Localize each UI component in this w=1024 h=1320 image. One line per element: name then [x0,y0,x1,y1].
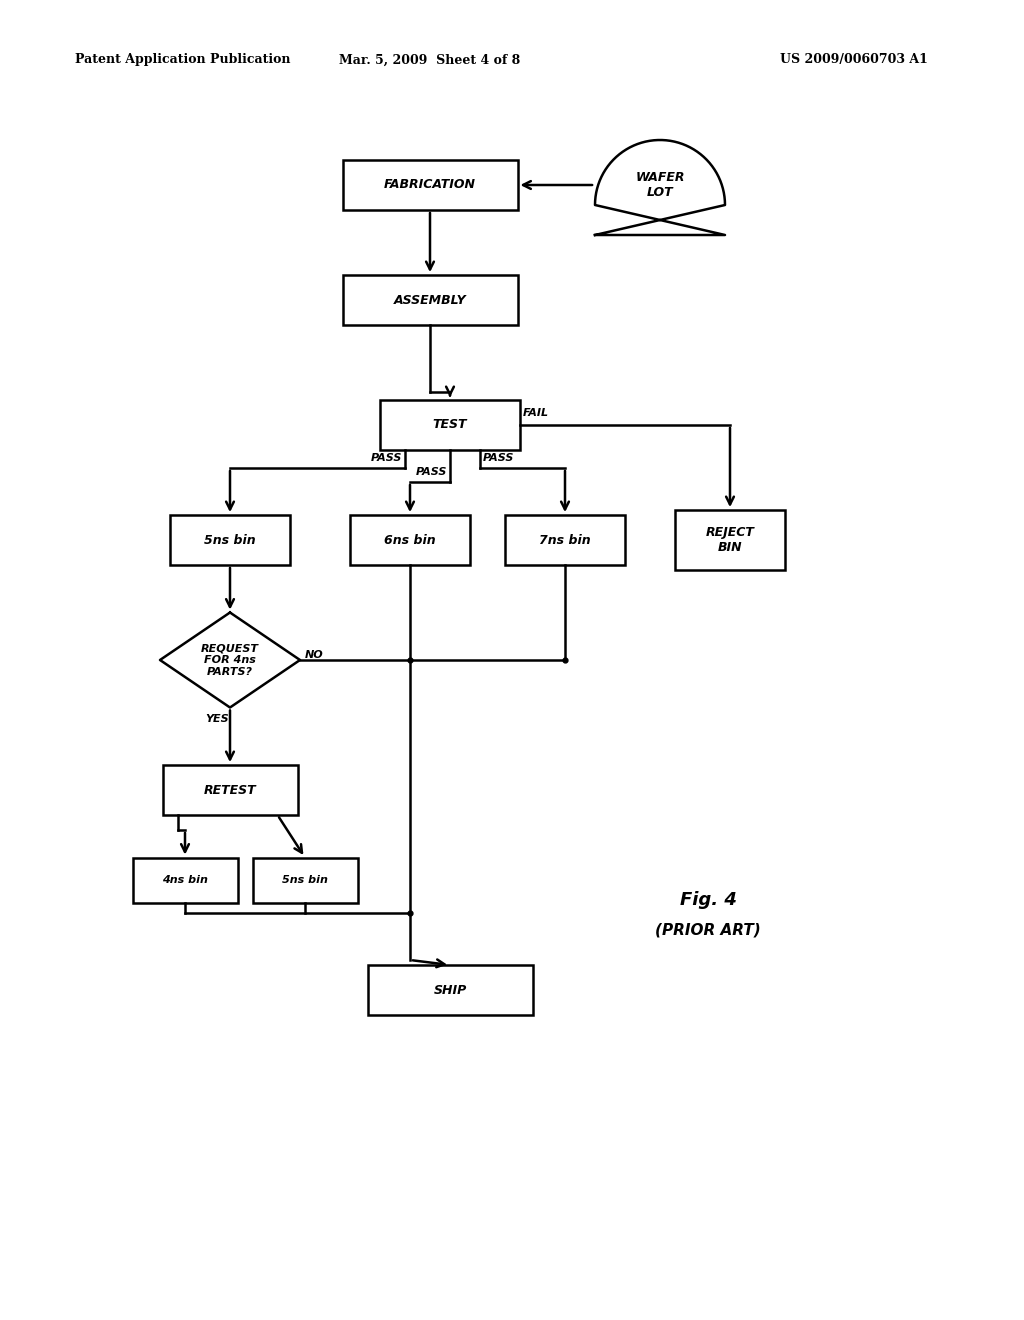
Text: 5ns bin: 5ns bin [204,533,256,546]
Text: 7ns bin: 7ns bin [540,533,591,546]
Text: PASS: PASS [371,453,402,463]
Text: US 2009/0060703 A1: US 2009/0060703 A1 [780,54,928,66]
Text: 4ns bin: 4ns bin [162,875,208,884]
Bar [368,965,532,1015]
Text: WAFER
LOT: WAFER LOT [635,172,685,199]
Text: 5ns bin: 5ns bin [282,875,328,884]
Text: PASS: PASS [416,467,447,477]
Bar [132,858,238,903]
Bar [350,515,470,565]
Text: FABRICATION: FABRICATION [384,178,476,191]
Bar [505,515,625,565]
Text: ASSEMBLY: ASSEMBLY [393,293,466,306]
Bar [675,510,785,570]
Bar [380,400,520,450]
Polygon shape [595,140,725,235]
Text: RETEST: RETEST [204,784,256,796]
Bar [253,858,357,903]
Text: NO: NO [305,649,324,660]
Bar [170,515,290,565]
Polygon shape [160,612,300,708]
Text: 6ns bin: 6ns bin [384,533,436,546]
Text: REQUEST
FOR 4ns
PARTS?: REQUEST FOR 4ns PARTS? [201,643,259,677]
Text: TEST: TEST [433,418,467,432]
Text: PASS: PASS [483,453,514,463]
Text: YES: YES [205,714,228,725]
Text: Fig. 4: Fig. 4 [680,891,737,909]
Bar [342,275,517,325]
Text: Patent Application Publication: Patent Application Publication [75,54,291,66]
Text: REJECT
BIN: REJECT BIN [706,525,755,554]
Bar [163,766,298,814]
Text: FAIL: FAIL [523,408,549,418]
Text: (PRIOR ART): (PRIOR ART) [655,923,761,937]
Text: SHIP: SHIP [433,983,467,997]
Bar [342,160,517,210]
Text: Mar. 5, 2009  Sheet 4 of 8: Mar. 5, 2009 Sheet 4 of 8 [339,54,520,66]
